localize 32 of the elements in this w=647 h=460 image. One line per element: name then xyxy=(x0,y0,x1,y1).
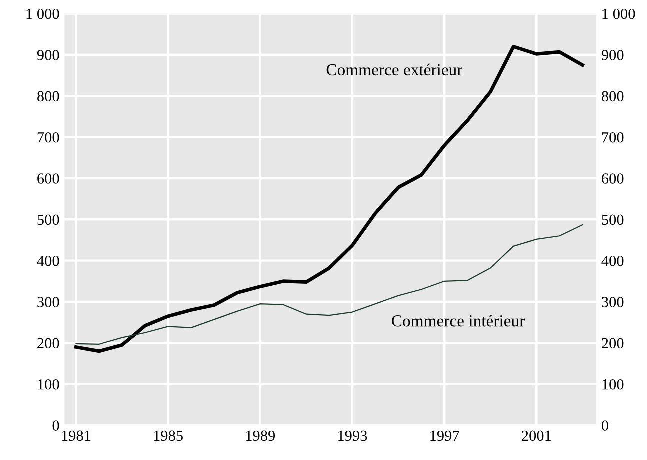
y2-tick-label: 300 xyxy=(602,297,624,308)
y-tick-label: 200 xyxy=(38,338,60,349)
y2-tick-label: 600 xyxy=(602,174,624,184)
y-tick-label: 100 xyxy=(38,379,60,390)
y-tick-label: 400 xyxy=(37,256,60,266)
y2-tick-label: 500 xyxy=(602,214,624,226)
y2-tick-label: 400 xyxy=(602,256,624,266)
y2-tick-label: 1 000 xyxy=(602,8,636,20)
line-series xyxy=(76,224,584,345)
y-tick-label: 800 xyxy=(38,91,60,102)
x-tick-label: 1993 xyxy=(338,430,368,442)
y2-tick-label: 800 xyxy=(602,91,624,102)
y-tick-label: 300 xyxy=(38,297,60,308)
x-tick-label: 1981 xyxy=(62,430,91,442)
y2-tick-label: 100 xyxy=(602,379,624,390)
x-tick-label: 1997 xyxy=(430,430,460,442)
y-tick-label: 500 xyxy=(38,214,60,226)
series-label: Commerce intérieur xyxy=(392,314,525,327)
y2-tick-label: 900 xyxy=(602,50,624,60)
y-tick-label: 1 000 xyxy=(26,8,60,20)
x-tick-label: 2001 xyxy=(522,430,552,442)
y-tick-label: 700 xyxy=(38,132,60,143)
x-tick-label: 1989 xyxy=(246,430,276,442)
x-tick-label: 1985 xyxy=(154,430,183,442)
line-series xyxy=(74,45,584,354)
y-tick-label: 600 xyxy=(38,174,60,184)
y2-tick-label: 0 xyxy=(602,420,608,431)
y-tick-label: 900 xyxy=(37,50,60,60)
y2-tick-label: 700 xyxy=(602,132,624,143)
y-tick-label: 0 xyxy=(52,420,60,431)
y2-tick-label: 200 xyxy=(602,338,624,349)
series-label: Commerce extérieur xyxy=(326,64,463,76)
